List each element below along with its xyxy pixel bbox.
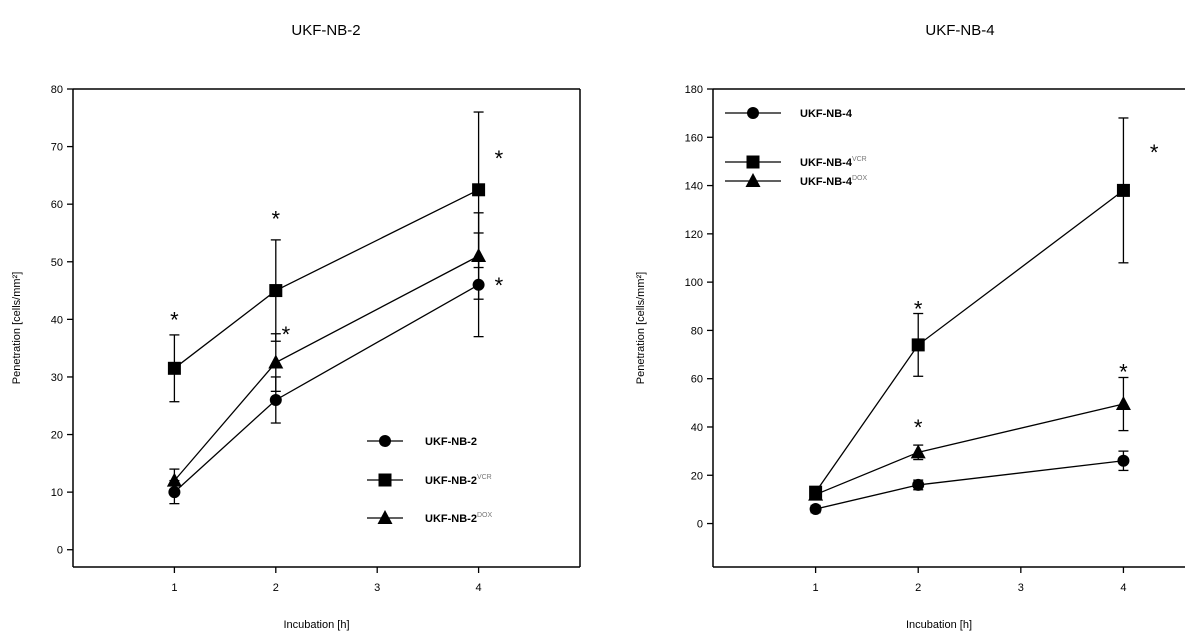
y-tick-label: 20 (691, 470, 703, 482)
y-tick-label: 0 (697, 519, 703, 531)
series-triangle (166, 212, 487, 493)
y-tick-label: 40 (691, 422, 703, 434)
y-tick-label: 40 (51, 314, 63, 326)
y-tick-label: 30 (51, 372, 63, 384)
series-line (815, 189, 1124, 493)
series-line (815, 403, 1124, 496)
y-tick-label: 70 (51, 142, 63, 154)
y-tick-label: 160 (685, 132, 703, 144)
legend-entry: UKF-NB-2VCR (367, 473, 492, 487)
data-point (912, 478, 925, 491)
y-tick-label: 20 (51, 430, 63, 442)
data-point (472, 183, 486, 197)
x-tick-label: 4 (1120, 582, 1126, 594)
data-point (910, 444, 926, 459)
data-point (1116, 183, 1130, 197)
data-point (268, 354, 284, 369)
data-point (1117, 454, 1130, 467)
data-point (809, 503, 822, 516)
legend-entry: UKF-NB-2 (367, 435, 477, 448)
x-tick-label: 1 (171, 582, 177, 594)
legend-marker (378, 473, 392, 487)
legend-label: UKF-NB-2VCR (425, 474, 492, 487)
legend-marker (379, 435, 391, 447)
chart-title: UKF-NB-4 (925, 22, 994, 39)
series-line (174, 189, 479, 369)
data-point (167, 361, 181, 375)
y-tick-label: 80 (691, 325, 703, 337)
legend-marker (746, 155, 760, 169)
chart-title: UKF-NB-2 (291, 22, 360, 39)
x-tick-label: 2 (915, 582, 921, 594)
y-tick-label: 100 (685, 277, 703, 289)
y-axis-label: Penetration [cells/mm²] (11, 272, 23, 384)
y-tick-label: 50 (51, 257, 63, 269)
data-point (269, 393, 282, 406)
legend-label: UKF-NB-4 (800, 108, 853, 120)
x-tick-label: 1 (813, 582, 819, 594)
x-tick-label: 4 (476, 582, 482, 594)
legend-label-superscript: VCR (852, 156, 867, 163)
significance-star: * (170, 307, 179, 332)
data-point (911, 338, 925, 352)
legend-label: UKF-NB-4VCR (800, 156, 867, 169)
legend-label: UKF-NB-4DOX (800, 175, 867, 188)
series-square (167, 111, 486, 403)
y-tick-label: 120 (685, 229, 703, 241)
x-tick-label: 2 (273, 582, 279, 594)
significance-star: * (282, 322, 291, 347)
y-tick-label: 180 (685, 84, 703, 96)
y-tick-label: 80 (51, 84, 63, 96)
legend-label: UKF-NB-2 (425, 436, 477, 448)
legend-entry: UKF-NB-4VCR (725, 155, 867, 169)
y-axis-label: Penetration [cells/mm²] (635, 272, 647, 384)
legend-entry: UKF-NB-2DOX (367, 510, 492, 525)
legend-label: UKF-NB-2DOX (425, 512, 492, 525)
chart-panel-1: UKF-NB-2 0 10 20 30 40 50 60 70 80 1 2 3 4 Incubation … (11, 22, 581, 631)
significance-star: * (495, 146, 504, 171)
significance-star: * (1119, 359, 1128, 384)
legend-label-superscript: VCR (477, 474, 492, 481)
x-tick-label: 3 (374, 582, 380, 594)
data-point (269, 284, 283, 298)
significance-star: * (272, 207, 281, 232)
legend-marker (747, 107, 759, 119)
legend-label-superscript: DOX (852, 175, 868, 182)
legend-entry: UKF-NB-4 (725, 107, 853, 120)
series-circle (809, 450, 1130, 516)
y-tick-label: 140 (685, 181, 703, 193)
series-circle (168, 232, 485, 505)
legend-marker (745, 173, 761, 187)
chart-panel-2: UKF-NB-4 0 20 40 60 80 100 120 140 160 180 1 2 3 4 Incu… (635, 22, 1185, 631)
data-point (808, 486, 824, 501)
legend-marker (377, 510, 393, 524)
data-point (166, 472, 182, 487)
legend-entry: UKF-NB-4DOX (725, 173, 867, 188)
x-axis-label: Incubation [h] (283, 619, 349, 631)
legend-label-superscript: DOX (477, 512, 493, 519)
y-tick-label: 60 (51, 199, 63, 211)
y-tick-label: 10 (51, 487, 63, 499)
x-axis-label: Incubation [h] (906, 619, 972, 631)
y-tick-label: 0 (57, 545, 63, 557)
x-tick-label: 3 (1018, 582, 1024, 594)
series-line (815, 460, 1124, 510)
significance-star: * (914, 297, 923, 322)
series-line (173, 284, 479, 493)
significance-star: * (1150, 140, 1159, 165)
significance-star: * (495, 273, 504, 298)
y-tick-label: 60 (691, 374, 703, 386)
series-square (809, 117, 1130, 499)
data-point (471, 248, 487, 263)
series-triangle (808, 376, 1131, 501)
data-point (1115, 396, 1131, 411)
significance-star: * (914, 415, 923, 440)
